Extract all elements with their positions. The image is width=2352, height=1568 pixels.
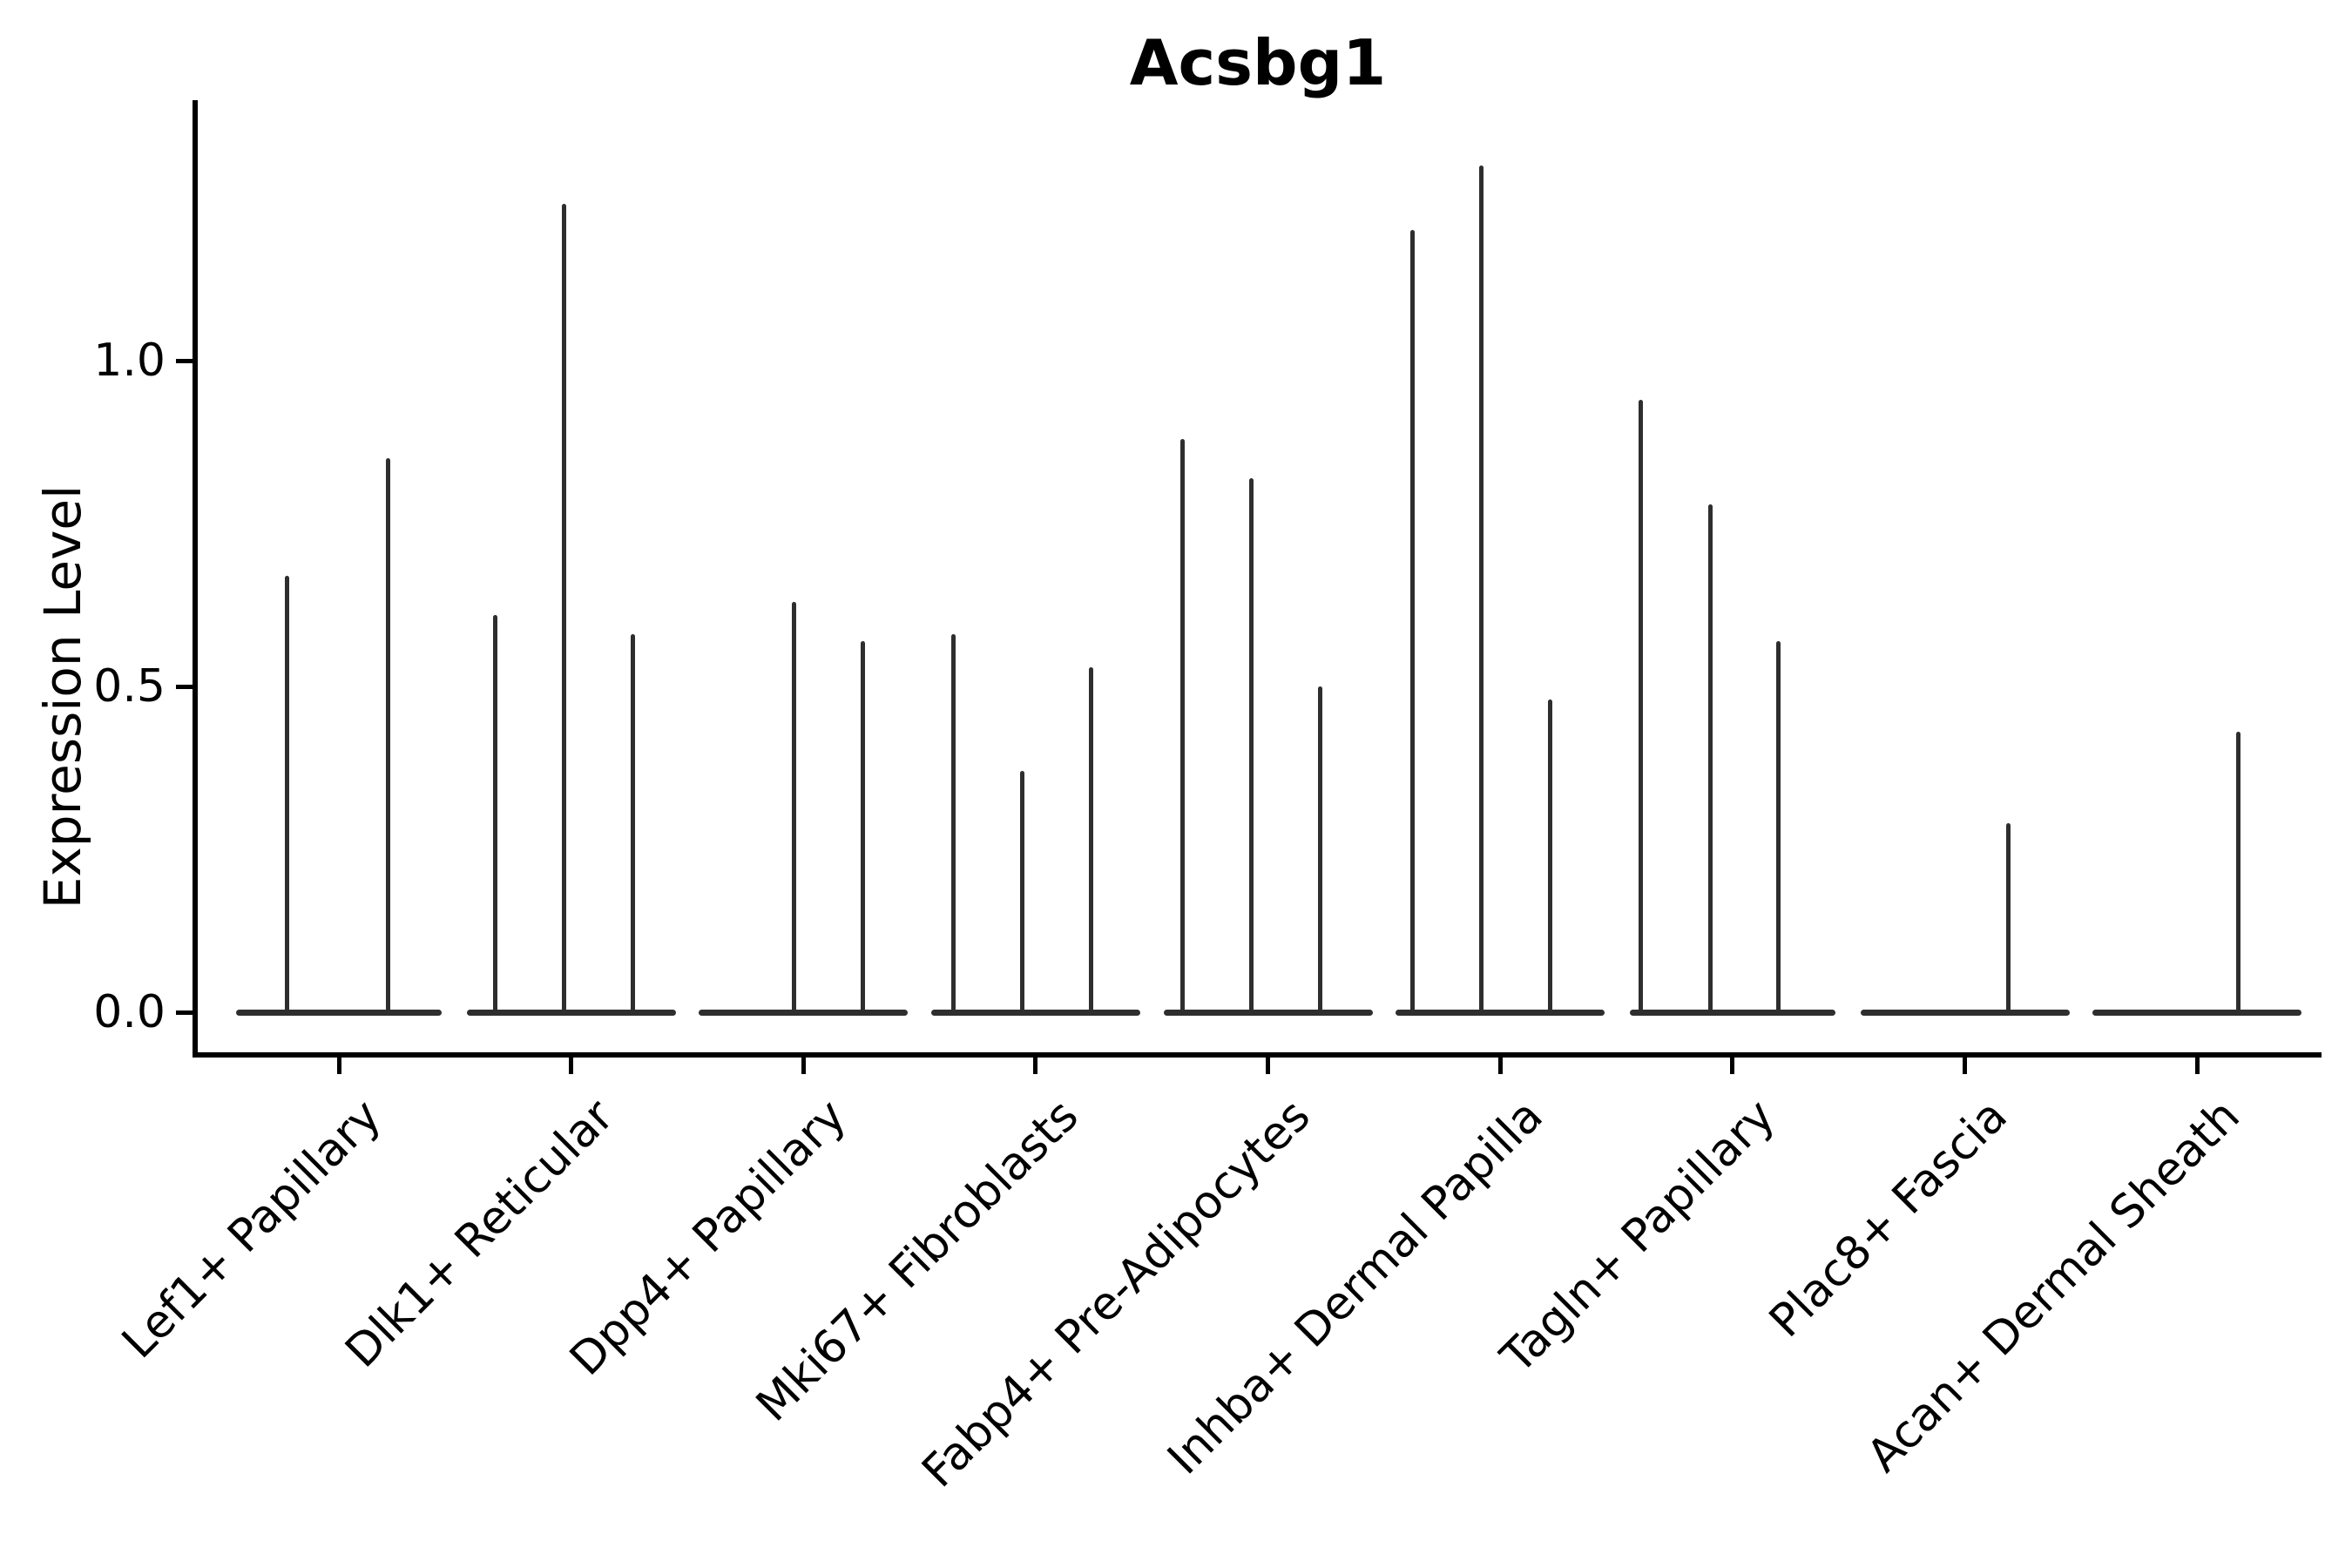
violin-spike xyxy=(1639,399,1644,1012)
violin-spike xyxy=(1020,771,1025,1012)
violin-spike xyxy=(951,634,956,1012)
violin-spike xyxy=(1708,504,1713,1012)
violin-spike xyxy=(1180,438,1186,1012)
x-tick xyxy=(1266,1058,1271,1074)
violin-spike xyxy=(1776,640,1781,1012)
y-tick xyxy=(176,684,193,689)
x-tick-label: Fabp4+ Pre-Adipocytes xyxy=(912,1090,1321,1498)
y-tick-label: 0.0 xyxy=(93,986,166,1038)
violin-spike xyxy=(1089,666,1094,1012)
x-tick-label: Acan+ Dermal Sheath xyxy=(1856,1090,2250,1483)
violin-baseline xyxy=(2092,1009,2302,1016)
y-tick-label: 1.0 xyxy=(93,335,166,387)
violin-spike xyxy=(631,634,636,1012)
plot-title: Acsbg1 xyxy=(1129,26,1387,99)
violin-spike xyxy=(791,601,796,1012)
x-tick-label: Inhba+ Dermal Papilla xyxy=(1158,1090,1553,1485)
violin-spike xyxy=(2235,732,2240,1012)
x-tick xyxy=(569,1058,574,1074)
violin-baseline xyxy=(1396,1009,1605,1016)
violin-baseline xyxy=(930,1009,1140,1016)
violin-spike xyxy=(284,575,289,1012)
violin-baseline xyxy=(1163,1009,1373,1016)
violin-spike xyxy=(493,614,498,1012)
violin-spike xyxy=(1249,477,1254,1012)
x-axis-spine xyxy=(193,1052,2322,1058)
violin-spike xyxy=(385,458,390,1012)
violin-baseline xyxy=(1860,1009,2070,1016)
violin-baseline xyxy=(236,1009,442,1016)
violin-spike xyxy=(1409,230,1415,1012)
y-tick-label: 0.5 xyxy=(93,660,166,713)
x-tick xyxy=(1730,1058,1735,1074)
x-tick xyxy=(801,1058,806,1074)
x-tick xyxy=(1497,1058,1503,1074)
y-axis-spine xyxy=(193,100,198,1058)
y-tick xyxy=(176,358,193,363)
violin-baseline xyxy=(1629,1009,1835,1016)
violin-baseline xyxy=(699,1009,909,1016)
violin-spike xyxy=(860,640,865,1012)
violin-spike xyxy=(1318,686,1323,1012)
x-tick xyxy=(1033,1058,1038,1074)
x-tick xyxy=(336,1058,341,1074)
y-tick xyxy=(176,1010,193,1015)
violin-spike xyxy=(1547,699,1552,1012)
violin-spike xyxy=(1478,165,1484,1012)
violin-spike xyxy=(2006,823,2011,1012)
x-tick xyxy=(1963,1058,1968,1074)
violin-spike xyxy=(562,204,567,1012)
x-tick-label: Plac8+ Fascia xyxy=(1760,1090,2017,1348)
x-tick xyxy=(2194,1058,2200,1074)
violin-baseline xyxy=(466,1009,676,1016)
